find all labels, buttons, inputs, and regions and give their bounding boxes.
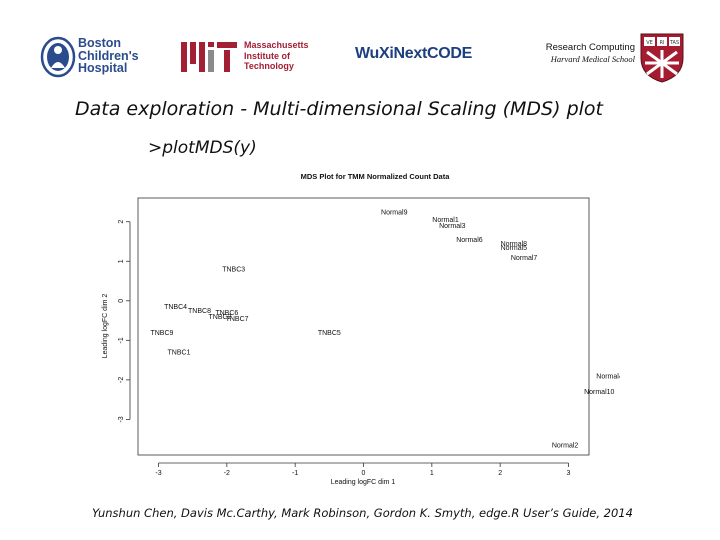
mit-line: Institute of	[244, 50, 290, 61]
slide-title: Data exploration - Multi-dimensional Sca…	[75, 98, 603, 120]
x-tick-label: 2	[498, 470, 502, 477]
point-label: Normal1	[432, 217, 459, 224]
point-label: Normal8	[501, 241, 528, 248]
point-label: Normal9	[381, 209, 408, 216]
chart-title: MDS Plot for TMM Normalized Count Data	[301, 172, 451, 181]
point-label: Normal3	[439, 223, 466, 230]
point-label: TNBC6	[215, 310, 238, 317]
rc-subtitle: Harvard Medical School	[550, 54, 635, 64]
citation-caption: Yunshun Chen, Davis Mc.Carthy, Mark Robi…	[92, 506, 633, 520]
x-tick-label: -3	[155, 470, 161, 477]
mit-bars-icon	[181, 42, 237, 72]
x-tick-label: 3	[567, 470, 571, 477]
y-tick-label: -3	[118, 416, 125, 422]
y-axis-label: Leading logFC dim 2	[102, 294, 109, 359]
point-label: Normal7	[511, 255, 538, 262]
bch-wordmark: Boston Children's Hospital	[78, 37, 139, 75]
point-label: TNBC3	[222, 267, 245, 274]
x-tick-label: 1	[430, 470, 434, 477]
point-label: TNBC2	[209, 314, 232, 321]
boston-childrens-logo: Boston Children's Hospital	[40, 36, 150, 78]
x-tick-label: -1	[292, 470, 298, 477]
veritas-tas: TAS	[669, 40, 679, 46]
x-tick-label: -2	[224, 470, 230, 477]
bch-line: Children's	[78, 48, 139, 63]
point-label: Normal10	[584, 389, 614, 396]
point-labels: Normal9Normal1Normal3Normal6Normal8Norma…	[150, 209, 620, 449]
y-tick-label: 1	[118, 259, 125, 263]
logo-header: Boston Children's Hospital Massachusetts…	[0, 0, 720, 90]
point-label: TNBC7	[226, 316, 249, 323]
point-label: TNBC9	[150, 330, 173, 337]
r-command: >plotMDS(y)	[148, 138, 257, 158]
mit-line: Massachusetts	[244, 40, 309, 50]
harvard-shield-icon: VE RI TAS	[640, 33, 684, 83]
y-tick-label: -2	[118, 377, 125, 383]
mit-wordmark: Massachusetts Institute of Technology	[244, 40, 309, 72]
point-label: TNBC1	[168, 350, 191, 357]
point-label: TNBC4	[164, 304, 187, 311]
point-label: Normal2	[552, 443, 579, 450]
mit-logo: Massachusetts Institute of Technology	[180, 40, 320, 74]
y-tick-label: 0	[118, 299, 125, 303]
bch-line: Hospital	[78, 61, 128, 75]
point-label: TNBC5	[318, 330, 341, 337]
mit-line: Technology	[244, 61, 294, 71]
x-axis-label: Leading logFC dim 1	[331, 479, 396, 486]
y-axis: -3 -2 -1 0 1 2	[118, 220, 131, 423]
point-label: TNBC8	[188, 308, 211, 315]
x-tick-label: 0	[362, 470, 366, 477]
point-label: Normal6	[456, 237, 483, 244]
research-computing-label: Research Computing Harvard Medical Schoo…	[520, 42, 635, 64]
rc-title: Research Computing	[545, 42, 635, 53]
bch-line: Boston	[78, 36, 122, 50]
veritas-ve: VE	[646, 40, 653, 46]
bch-emblem-icon	[40, 36, 76, 78]
y-tick-label: -1	[118, 337, 125, 343]
point-label: Normal4	[596, 373, 620, 380]
veritas-ri: RI	[660, 40, 665, 46]
y-tick-label: 2	[118, 220, 125, 224]
wuxi-nextcode-logo: WuXiNextCODE	[355, 45, 473, 62]
mds-plot: MDS Plot for TMM Normalized Count Data -…	[102, 172, 620, 486]
plot-frame	[137, 197, 590, 456]
x-axis: -3 -2 -1 0 1 2 3	[155, 462, 571, 477]
point-label: Normal5	[501, 245, 528, 252]
